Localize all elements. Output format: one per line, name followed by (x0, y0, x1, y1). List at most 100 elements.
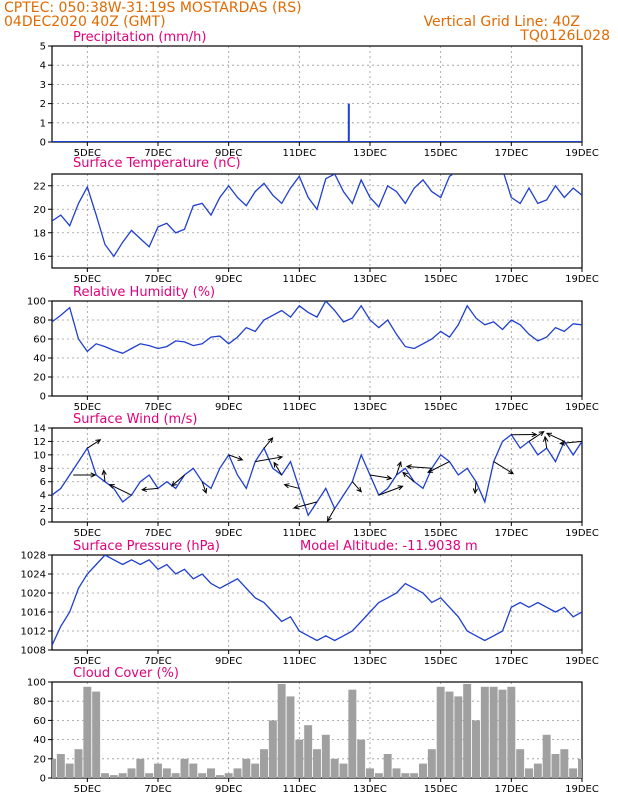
surface-wind-panel: 0 2 4 6 8 10 12 14 5DEC 7DEC 9DEC 11DEC 13DEC 15DEC 17… (33, 412, 599, 539)
wind-arrow-head (356, 486, 363, 493)
surface-wind-ytick-label: 0 (40, 518, 46, 529)
run-date: 04DEC2020 40Z (GMT) (4, 14, 166, 30)
wind-arrow-head (427, 468, 434, 473)
wind-arrow-head (95, 439, 102, 445)
cloud-cover-bar (242, 758, 251, 778)
cloud-cover-bar (56, 754, 65, 778)
cloud-cover-bar (65, 763, 74, 778)
precipitation-panel: 0 1 2 3 4 5 5DEC 7DEC 9DEC 11DEC 13DEC 15DEC 17DEC 19… (40, 30, 599, 159)
cloud-cover-bar (207, 768, 215, 778)
cloud-cover-ytick-label: 80 (33, 697, 46, 708)
cloud-cover-bar (516, 749, 525, 778)
relative-humidity-xtick-label: 5DEC (74, 402, 101, 413)
surface-pressure-xtick-label: 19DEC (565, 656, 599, 667)
wind-arrow-head (293, 504, 300, 510)
precipitation-xtick-label: 11DEC (282, 148, 316, 159)
surface-temperature-ytick-label: 16 (33, 252, 46, 263)
surface-pressure-xtick-label: 9DEC (215, 656, 242, 667)
cloud-cover-xtick-label: 5DEC (74, 784, 101, 795)
wind-arrow (87, 439, 101, 449)
wind-arrow-head (171, 481, 177, 487)
precipitation-xtick-label: 19DEC (565, 148, 599, 159)
surface-temperature-xtick-label: 19DEC (565, 274, 599, 285)
surface-pressure-series-line (52, 555, 582, 646)
cloud-cover-bar (463, 683, 472, 778)
wind-arrow (273, 462, 283, 476)
wind-arrow-head (402, 471, 408, 478)
wind-arrow-head (396, 460, 402, 468)
precipitation-xtick-label: 13DEC (353, 148, 387, 159)
cloud-cover-bar (427, 749, 436, 778)
surface-pressure-ytick-label: 1012 (21, 627, 46, 638)
wind-arrow (544, 436, 548, 449)
relative-humidity-ytick-label: 80 (33, 316, 46, 327)
surface-temperature-ytick-label: 22 (33, 181, 46, 192)
vertical-grid-info: Vertical Grid Line: 40Z (424, 14, 580, 30)
relative-humidity-xtick-label: 13DEC (353, 402, 387, 413)
wind-arrow-head (545, 432, 553, 438)
surface-wind-title: Surface Wind (m/s) (73, 412, 197, 427)
cloud-cover-bar (251, 763, 260, 778)
wind-arrow (378, 485, 403, 496)
cloud-cover-bar (145, 773, 154, 778)
surface-pressure-ytick-label: 1028 (21, 551, 46, 562)
cloud-cover-bar (498, 689, 507, 778)
surface-pressure-xtick-label: 11DEC (282, 656, 316, 667)
surface-temperature-xtick-label: 7DEC (144, 274, 171, 285)
surface-wind-xtick-label: 7DEC (144, 528, 171, 539)
cloud-cover-bar (339, 763, 348, 778)
wind-arrow (109, 484, 132, 496)
relative-humidity-frame (51, 300, 583, 397)
wind-arrow (284, 484, 300, 489)
wind-arrow-head (273, 461, 279, 468)
cloud-cover-ytick-label: 60 (33, 716, 46, 727)
cloud-cover-bar (171, 773, 180, 778)
wind-arrow-head (538, 430, 545, 437)
surface-wind-ytick-label: 8 (40, 464, 46, 475)
cloud-cover-title: Cloud Cover (%) (73, 666, 179, 681)
surface-pressure-xtick-label: 13DEC (353, 656, 387, 667)
cloud-cover-bar (92, 691, 101, 778)
precipitation-xtick-label: 7DEC (144, 148, 171, 159)
wind-arrow (396, 461, 402, 476)
wind-arrow (103, 470, 106, 482)
wind-arrow (171, 474, 185, 487)
surface-pressure-annotation: Model Altitude: -11.9038 m (300, 539, 478, 554)
surface-pressure-xtick-label: 15DEC (424, 656, 458, 667)
relative-humidity-panel: 0 20 40 60 80 100 5DEC 7DEC 9DEC 11DEC 13DEC 15DEC 1… (27, 285, 599, 413)
cloud-cover-bar (569, 768, 578, 778)
surface-pressure-xtick-label: 17DEC (494, 656, 528, 667)
wind-arrow-head (277, 455, 284, 461)
cloud-cover-bar (233, 768, 242, 778)
cloud-cover-bar (330, 758, 339, 778)
wind-arrow (402, 472, 415, 483)
cloud-cover-bar (472, 720, 480, 778)
surface-temperature-frame (51, 173, 583, 269)
cloud-cover-bar (321, 734, 330, 778)
relative-humidity-xtick-label: 17DEC (494, 402, 528, 413)
cloud-cover-bar (286, 696, 295, 778)
relative-humidity-xtick-label: 19DEC (565, 402, 599, 413)
wind-arrow-head (90, 472, 97, 478)
surface-wind-ytick-label: 2 (40, 504, 46, 515)
surface-pressure-frame (51, 554, 583, 651)
relative-humidity-ytick-label: 0 (40, 392, 46, 403)
precipitation-title: Precipitation (mm/h) (73, 30, 206, 45)
cloud-cover-bar (101, 773, 109, 778)
station-info: CPTEC: 050:38W-31:19S MOSTARDAS (RS) (4, 0, 302, 16)
wind-arrow-head (141, 486, 148, 493)
precipitation-xtick-label: 15DEC (424, 148, 458, 159)
cloud-cover-panel: 0 20 40 60 80 100 5DEC 7DEC 9DEC 11DEC 13DEC 15DEC 1… (27, 666, 599, 795)
relative-humidity-xtick-label: 11DEC (282, 402, 316, 413)
wind-arrow (294, 501, 318, 509)
wind-arrow (546, 432, 565, 442)
cloud-cover-bar (295, 739, 304, 778)
surface-wind-ytick-label: 14 (33, 424, 46, 435)
wind-arrow (560, 440, 582, 444)
precipitation-ytick-label: 3 (40, 80, 46, 91)
wind-arrow-head (405, 464, 412, 470)
surface-temperature-xtick-label: 17DEC (494, 274, 528, 285)
cloud-cover-xtick-label: 9DEC (215, 784, 242, 795)
surface-temperature-xtick-label: 13DEC (353, 274, 387, 285)
cloud-cover-bar (189, 763, 198, 778)
